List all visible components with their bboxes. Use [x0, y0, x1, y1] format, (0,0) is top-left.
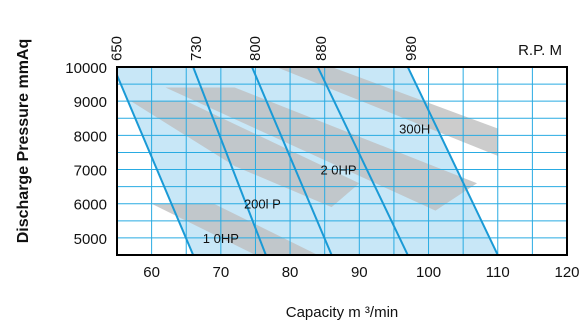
power-band-label-3: 300H	[399, 122, 430, 137]
rpm-tick-980: 980	[403, 36, 420, 61]
rpm-tick-880: 880	[313, 36, 330, 61]
rpm-tick-730: 730	[188, 36, 205, 61]
y-tick-label: 5000	[74, 231, 107, 248]
x-axis-ticks: 60 70 80 90 100 110 120	[143, 264, 579, 281]
y-tick-label: 9000	[74, 94, 107, 111]
rpm-line-650	[117, 72, 195, 255]
x-tick-label: 70	[213, 264, 230, 281]
rpm-line-800	[251, 67, 333, 255]
y-axis-label: Discharge Pressure mmAq	[15, 39, 32, 244]
y-tick-label: 8000	[74, 128, 107, 145]
grid	[117, 67, 567, 255]
rpm-tick-650: 650	[109, 36, 126, 61]
rpm-line-980	[406, 67, 499, 255]
x-tick-label: 80	[282, 264, 299, 281]
x-tick-label: 60	[143, 264, 160, 281]
power-band-label-1: 200l P	[244, 197, 281, 212]
y-axis-ticks: 5000 6000 7000 8000 9000 10000	[65, 60, 107, 248]
power-band-label-2: 2 0HP	[320, 163, 356, 178]
power-band-1	[130, 101, 360, 208]
x-tick-label: 110	[486, 264, 510, 281]
rpm-line-730	[192, 67, 267, 255]
x-tick-label: 120	[554, 264, 579, 281]
rpm-axis-label: R.P. M	[518, 42, 562, 59]
rpm-line-880	[316, 67, 409, 255]
y-tick-label: 6000	[74, 197, 107, 214]
rpm-lines	[117, 67, 499, 255]
power-band-3	[276, 67, 498, 156]
plot-frame	[116, 66, 568, 256]
y-tick-label: 10000	[65, 60, 107, 77]
rpm-tick-800: 800	[247, 36, 264, 61]
power-band-label-0: 1 0HP	[203, 231, 239, 246]
x-axis-label: Capacity m ³/min	[286, 304, 399, 321]
power-band-0	[151, 203, 318, 255]
rpm-axis-ticks: 650 730 800 880 980	[109, 36, 420, 61]
y-tick-label: 7000	[74, 163, 107, 180]
x-tick-label: 100	[416, 264, 441, 281]
x-tick-label: 90	[351, 264, 368, 281]
power-band-labels: 1 0HP 200l P 2 0HP 300H	[203, 122, 430, 246]
